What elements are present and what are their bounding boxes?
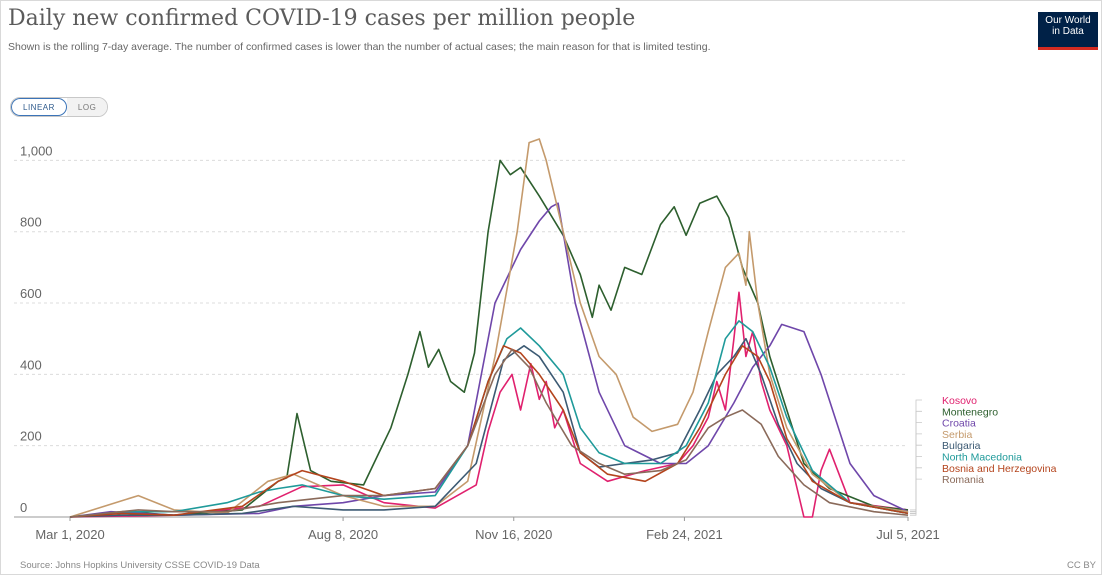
legend-label: Montenegro — [942, 406, 998, 418]
y-tick-label: 600 — [20, 286, 42, 301]
legend-label: North Macedonia — [942, 452, 1022, 464]
logo-line-2: in Data — [1052, 26, 1084, 37]
series-line-montenegro — [69, 159, 909, 518]
x-tick-label: Mar 1, 2020 — [35, 527, 104, 542]
y-tick-label: 0 — [20, 500, 27, 515]
scale-toggle: LINEAR LOG — [10, 97, 109, 117]
legend-label: Kosovo — [942, 395, 977, 407]
logo-line-1: Our World — [1045, 15, 1091, 26]
legend-label: Croatia — [942, 418, 976, 430]
legend-label: Serbia — [942, 429, 973, 441]
source-note[interactable]: Source: Johns Hopkins University CSSE CO… — [20, 560, 260, 571]
series-line-north-macedonia — [69, 320, 909, 518]
chart-title: Daily new confirmed COVID-19 cases per m… — [8, 6, 636, 31]
series-line-croatia — [69, 202, 909, 518]
series-line-romania — [69, 348, 909, 518]
legend-connector — [910, 478, 922, 516]
x-tick-label: Jul 5, 2021 — [876, 527, 940, 542]
x-tick-label: Feb 24, 2021 — [646, 527, 723, 542]
y-tick-label: 400 — [20, 357, 42, 372]
license-label[interactable]: CC BY — [1066, 560, 1096, 571]
x-tick-label: Aug 8, 2020 — [308, 527, 378, 542]
line-chart[interactable]: 0 200 400 600 800 1,000 Mar 1, 2020 Aug 8, 2020… — [0, 120, 1102, 550]
y-tick-label: 200 — [20, 429, 42, 444]
x-tick-label: Nov 16, 2020 — [475, 527, 552, 542]
legend-label: Bulgaria — [942, 440, 981, 452]
chart-subtitle: Shown is the rolling 7-day average. The … — [8, 41, 711, 53]
our-world-in-data-logo[interactable]: Our World in Data — [1038, 12, 1098, 50]
y-tick-label: 800 — [20, 215, 42, 230]
series-line-serbia — [69, 138, 909, 518]
log-scale-button[interactable]: LOG — [66, 98, 108, 116]
legend-label: Romania — [942, 474, 984, 486]
series-line-bosnia-and-herzegovina — [69, 345, 909, 518]
linear-scale-button[interactable]: LINEAR — [11, 98, 67, 116]
y-tick-label: 1,000 — [20, 143, 53, 158]
legend-label: Bosnia and Herzegovina — [942, 463, 1057, 475]
